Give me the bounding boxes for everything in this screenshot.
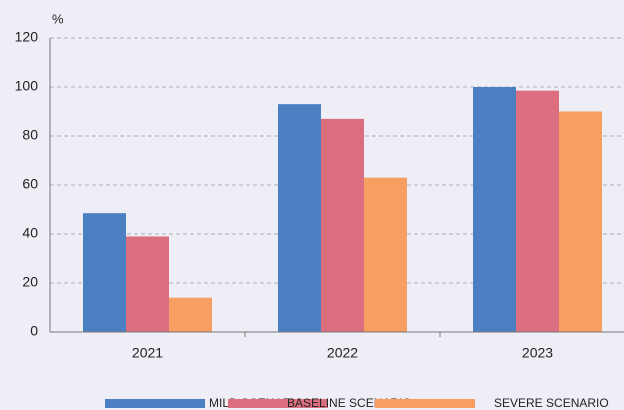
bar [473, 87, 516, 332]
y-tick-label: 20 [22, 274, 38, 290]
x-tick-label: 2023 [522, 345, 553, 361]
bar [278, 104, 321, 333]
y-tick-label: 60 [22, 176, 38, 192]
bar [169, 297, 212, 332]
y-tick-label: 0 [30, 323, 38, 339]
y-tick-label: 120 [15, 29, 39, 45]
legend-label: SEVERE SCENARIO [494, 396, 609, 410]
x-tick-label: 2021 [132, 345, 163, 361]
y-axis-unit: % [52, 11, 64, 26]
x-tick-label: 2022 [327, 345, 358, 361]
bar [83, 213, 126, 332]
y-tick-label: 40 [22, 225, 38, 241]
y-tick-label: 100 [15, 78, 39, 94]
legend-swatch [375, 399, 475, 408]
bar [364, 177, 407, 332]
bar [559, 111, 602, 332]
bar [321, 118, 364, 332]
legend-swatch [228, 399, 328, 408]
bar [516, 90, 559, 332]
y-tick-label: 80 [22, 127, 38, 143]
bar [126, 236, 169, 332]
legend-swatch [105, 399, 205, 408]
